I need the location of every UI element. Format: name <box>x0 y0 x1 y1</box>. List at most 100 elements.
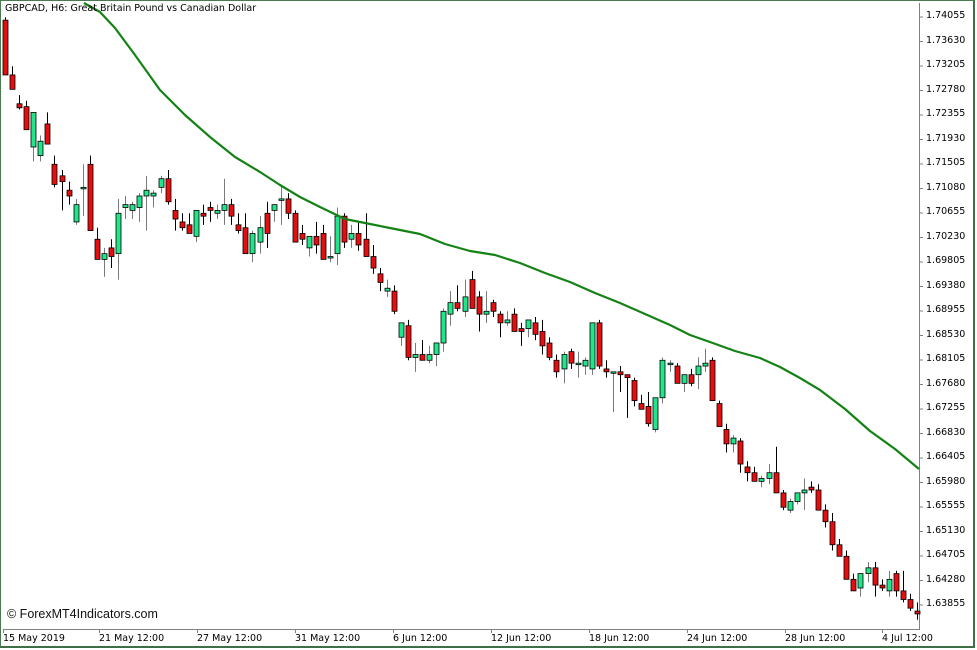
bear-candle <box>822 509 829 523</box>
bull-candle <box>525 319 532 329</box>
bull-candle <box>610 371 617 374</box>
bear-candle <box>469 279 476 309</box>
bear-candle <box>66 189 73 197</box>
price-tick-label: 1.63855 <box>926 598 966 609</box>
bull-candle <box>787 501 794 511</box>
bull-candle <box>447 302 454 315</box>
bear-candle <box>914 610 921 615</box>
bear-candle <box>179 221 186 229</box>
price-tick-label: 1.74055 <box>926 10 966 21</box>
bear-candle <box>292 212 299 243</box>
bear-candle <box>299 233 306 240</box>
bear-candle <box>51 163 58 185</box>
bear-candle <box>16 103 23 109</box>
bear-candle <box>737 440 744 465</box>
bear-candle <box>780 492 787 508</box>
time-tick-label: 27 May 12:00 <box>197 633 263 644</box>
price-tick-label: 1.67680 <box>926 377 966 389</box>
bear-candle <box>165 178 172 203</box>
bear-candle <box>355 233 362 246</box>
bull-candle <box>483 310 490 315</box>
bear-candle <box>638 403 645 410</box>
bear-candle <box>207 207 214 211</box>
bull-candle <box>37 140 44 157</box>
bear-candle <box>9 74 16 90</box>
bear-candle <box>511 313 518 332</box>
symbol-title: GBPCAD, H6: Great Britain Pound vs Canad… <box>5 3 257 14</box>
bull-candle <box>702 362 709 367</box>
bear-candle <box>631 380 638 402</box>
bull-candle <box>659 359 666 399</box>
bear-candle <box>59 175 66 182</box>
bear-candle <box>751 472 758 482</box>
bull-candle <box>214 210 221 214</box>
bear-candle <box>879 584 886 589</box>
bull-candle <box>115 212 122 255</box>
bear-candle <box>532 322 539 335</box>
bear-candle <box>808 486 815 491</box>
bear-candle <box>518 328 525 332</box>
bull-candle <box>433 342 440 355</box>
bull-candle <box>794 492 801 502</box>
bear-candle <box>23 106 30 131</box>
bear-candle <box>341 215 348 243</box>
bear-candle <box>320 233 327 260</box>
bear-candle <box>285 198 292 214</box>
time-tick-label: 28 Jun 12:00 <box>785 633 846 644</box>
time-tick-label: 18 Jun 12:00 <box>589 633 650 644</box>
price-tick-label: 1.73205 <box>926 59 966 70</box>
price-tick-label: 1.68105 <box>926 353 966 364</box>
price-tick-label: 1.66830 <box>926 426 966 438</box>
price-tick-label: 1.71505 <box>926 157 966 168</box>
bear-candle <box>419 354 426 361</box>
price-tick-label: 1.71930 <box>926 132 966 144</box>
bull-candle <box>249 233 256 255</box>
bull-candle <box>278 198 285 201</box>
bear-candle <box>553 359 560 373</box>
bull-candle <box>681 374 688 384</box>
bear-candle <box>850 578 857 592</box>
bull-candle <box>384 287 391 292</box>
price-tick-label: 1.67255 <box>926 402 966 413</box>
bull-candle <box>440 310 447 344</box>
bear-candle <box>624 374 631 378</box>
price-tick-label: 1.65130 <box>926 524 966 536</box>
plot-area[interactable] <box>3 3 920 630</box>
bear-candle <box>200 212 207 217</box>
price-tick-label: 1.72355 <box>926 108 966 119</box>
bull-candle <box>334 215 341 255</box>
bull-candle <box>193 210 200 237</box>
bear-candle <box>186 224 193 234</box>
price-tick-label: 1.64705 <box>926 549 966 560</box>
bull-candle <box>412 354 419 358</box>
bull-candle <box>462 296 469 312</box>
bear-candle <box>596 322 603 367</box>
bull-candle <box>129 204 136 211</box>
price-tick-label: 1.70655 <box>926 206 966 217</box>
time-tick-label: 24 Jun 12:00 <box>687 633 748 644</box>
bear-candle <box>313 235 320 246</box>
time-tick-label: 21 May 12:00 <box>99 633 165 644</box>
price-tick-label: 1.68955 <box>926 304 966 315</box>
bull-candle <box>695 365 702 376</box>
bull-candle <box>652 397 659 430</box>
moving-average-line <box>83 2 920 470</box>
bear-candle <box>539 331 546 347</box>
bear-candle <box>94 238 101 260</box>
bear-candle <box>242 227 249 255</box>
bull-candle <box>257 227 264 243</box>
bull-candle <box>561 354 568 370</box>
bull-candle <box>886 578 893 592</box>
bull-candle <box>865 567 872 574</box>
price-tick-label: 1.71080 <box>926 181 966 193</box>
bull-candle <box>575 362 582 366</box>
bear-candle <box>617 371 624 376</box>
bull-candle <box>730 437 737 445</box>
bear-candle <box>843 555 850 580</box>
watermark: © ForexMT4Indicators.com <box>7 607 158 621</box>
price-tick-label: 1.73630 <box>926 34 966 46</box>
bull-candle <box>136 195 143 208</box>
price-tick-label: 1.64280 <box>926 573 966 585</box>
